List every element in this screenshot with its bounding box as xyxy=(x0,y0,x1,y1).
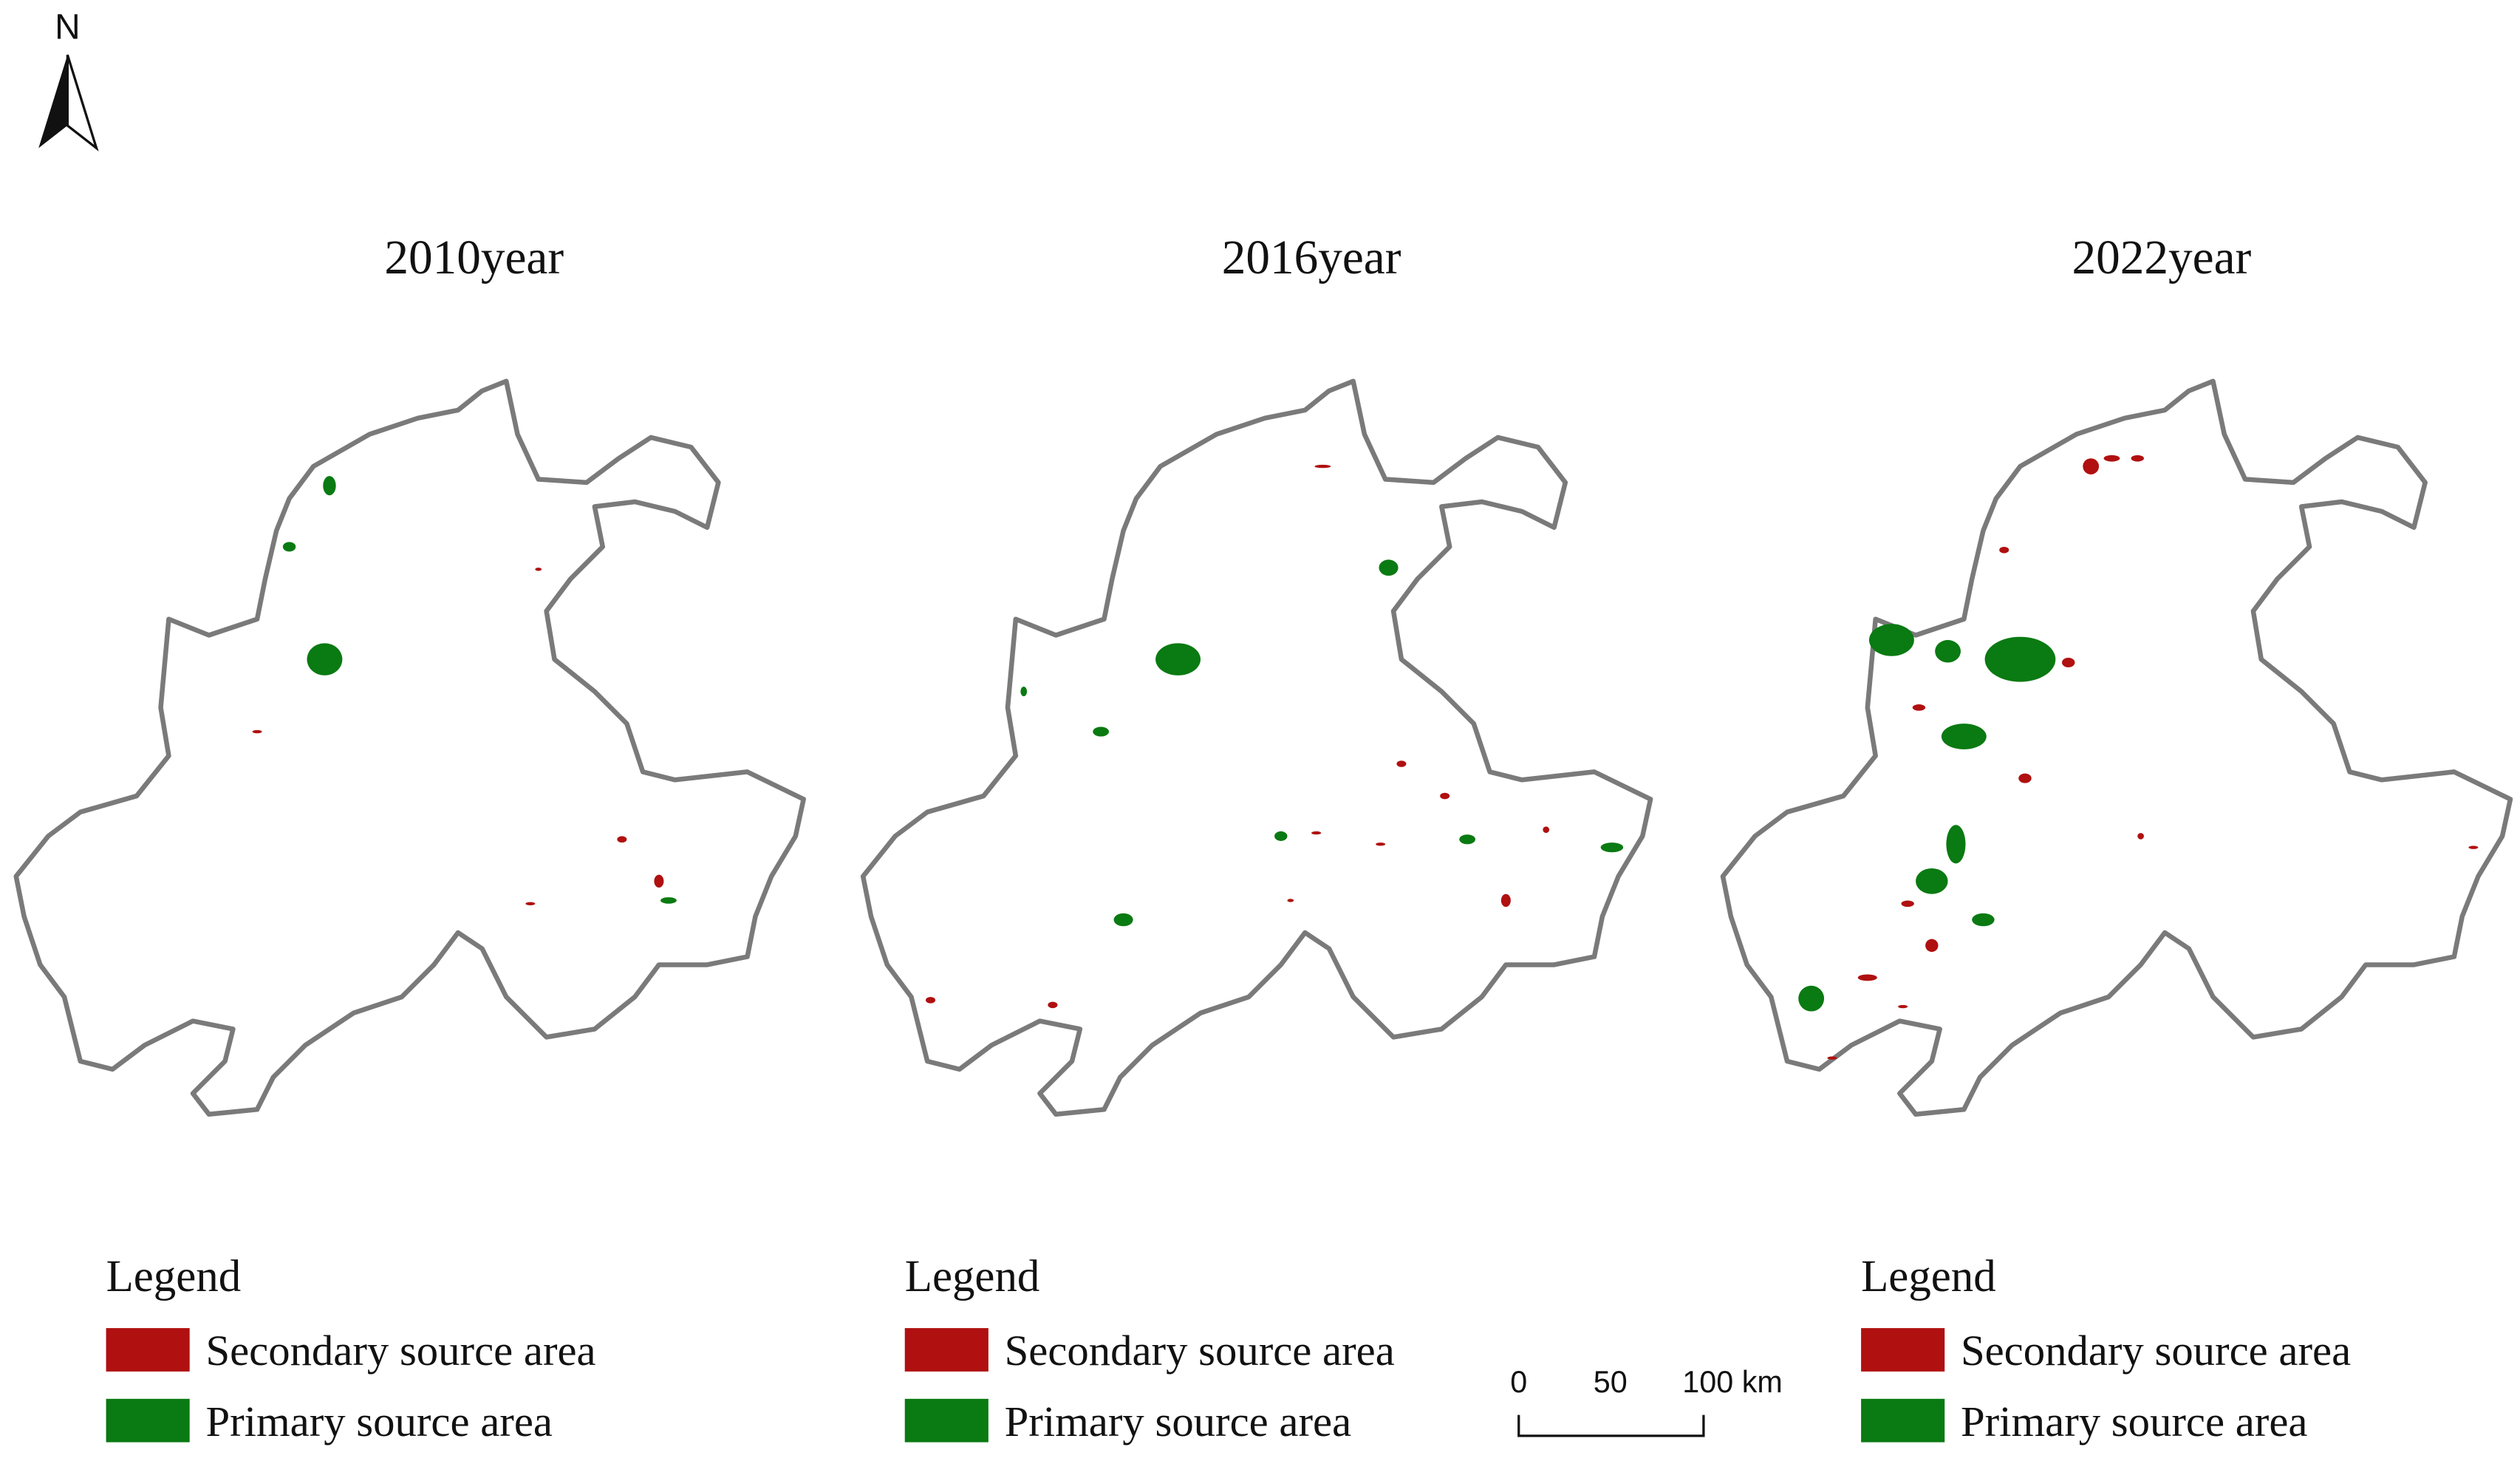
primary-source-patch xyxy=(1946,825,1966,864)
region-boundary xyxy=(13,378,806,1117)
legend-swatch xyxy=(106,1398,190,1443)
legend: Legend Secondary source area Primary sourc… xyxy=(1861,1252,2351,1446)
secondary-source-patch xyxy=(535,568,542,571)
legend-label: Primary source area xyxy=(1005,1397,1352,1446)
legend-title: Legend xyxy=(106,1252,242,1301)
secondary-source-patch xyxy=(2131,454,2144,462)
primary-source-patch xyxy=(1972,913,1995,927)
secondary-source-patch xyxy=(1500,893,1511,908)
secondary-source-patch xyxy=(617,836,627,843)
primary-source-patch xyxy=(1155,643,1201,675)
secondary-source-patch xyxy=(2468,845,2479,849)
secondary-source-patch xyxy=(2018,773,2032,783)
secondary-source-patch xyxy=(1543,826,1550,834)
primary-source-patch xyxy=(1093,726,1110,737)
secondary-source-patch xyxy=(1857,974,1877,981)
scale-label: 50 xyxy=(1594,1365,1628,1399)
legend-label: Secondary source area xyxy=(1961,1327,2351,1375)
primary-source-patch xyxy=(307,643,343,675)
map-panel: 2022year Legend Secondary source area Prima… xyxy=(1720,231,2513,1446)
north-arrow-right xyxy=(66,54,99,151)
legend-swatch xyxy=(904,1398,988,1443)
primary-source-patch xyxy=(1941,724,1987,749)
primary-source-patch xyxy=(1113,913,1133,927)
secondary-source-patch xyxy=(2062,657,2075,668)
secondary-source-patch xyxy=(1048,1001,1058,1009)
secondary-source-patch xyxy=(1314,464,1331,469)
legend-label: Secondary source area xyxy=(1005,1327,1395,1375)
legend-title: Legend xyxy=(1861,1252,1996,1301)
legend-swatch xyxy=(1861,1328,1945,1372)
secondary-source-patch xyxy=(2083,458,2100,474)
secondary-source-patch xyxy=(252,729,262,734)
map-panel: 2016year Legend Secondary source area Prima… xyxy=(860,231,1653,1446)
legend-label: Primary source area xyxy=(205,1397,553,1446)
secondary-source-patch xyxy=(1287,899,1294,902)
north-label: N xyxy=(55,7,81,47)
secondary-source-patch xyxy=(2137,833,2144,840)
primary-source-patch xyxy=(282,542,296,552)
primary-source-patch xyxy=(1020,687,1028,697)
north-arrow-left xyxy=(38,55,68,149)
primary-source-patch xyxy=(1935,640,1961,663)
secondary-source-patch xyxy=(1376,842,1386,846)
secondary-source-patch xyxy=(1311,831,1322,835)
secondary-source-patch xyxy=(1925,939,1939,953)
legend: Legend Secondary source area Primary sourc… xyxy=(904,1252,1395,1446)
primary-source-patch xyxy=(660,897,677,904)
legend-title: Legend xyxy=(905,1252,1040,1301)
secondary-source-patch xyxy=(1440,792,1450,800)
legend-label: Secondary source area xyxy=(205,1327,595,1375)
primary-source-patch xyxy=(1379,559,1399,576)
primary-source-patch xyxy=(1916,868,1948,894)
region-map xyxy=(1720,378,2513,1117)
region-map xyxy=(13,378,806,1117)
primary-source-patch xyxy=(323,476,336,496)
scale-label: 100 km xyxy=(1682,1365,1783,1399)
scale-bar: 0 50 100 km xyxy=(1510,1365,1783,1437)
secondary-source-patch xyxy=(2103,454,2120,462)
primary-source-patch xyxy=(1868,624,1914,656)
secondary-source-patch xyxy=(926,996,936,1004)
legend-swatch xyxy=(106,1328,190,1372)
legend: Legend Secondary source area Primary sourc… xyxy=(106,1252,596,1446)
primary-source-patch xyxy=(1798,985,1825,1012)
scale-bar-line xyxy=(1517,1414,1705,1437)
panel-title: 2010year xyxy=(384,231,564,285)
region-boundary xyxy=(860,378,1653,1117)
secondary-source-patch xyxy=(1827,1056,1837,1060)
secondary-source-patch xyxy=(1898,1004,1908,1009)
region-boundary xyxy=(1720,378,2513,1117)
secondary-source-patch xyxy=(1912,704,1926,711)
primary-source-patch xyxy=(1459,834,1476,845)
secondary-source-patch xyxy=(1999,546,2009,554)
map-panel: 2010year Legend Secondary source area Prima… xyxy=(13,231,806,1446)
scale-label: 0 xyxy=(1510,1365,1527,1399)
secondary-source-patch xyxy=(654,874,664,888)
primary-source-patch xyxy=(1600,842,1624,853)
panel-title: 2016year xyxy=(1222,231,1401,285)
legend-label: Primary source area xyxy=(1961,1397,2308,1446)
north-arrow: N xyxy=(38,7,99,151)
secondary-source-patch xyxy=(1901,900,1914,908)
legend-swatch xyxy=(904,1328,988,1372)
legend-swatch xyxy=(1861,1398,1945,1443)
primary-source-patch xyxy=(1274,831,1288,841)
primary-source-patch xyxy=(1984,636,2056,682)
panel-title: 2022year xyxy=(2072,231,2251,285)
region-map xyxy=(860,378,1653,1117)
secondary-source-patch xyxy=(1396,760,1407,767)
secondary-source-patch xyxy=(525,902,536,905)
